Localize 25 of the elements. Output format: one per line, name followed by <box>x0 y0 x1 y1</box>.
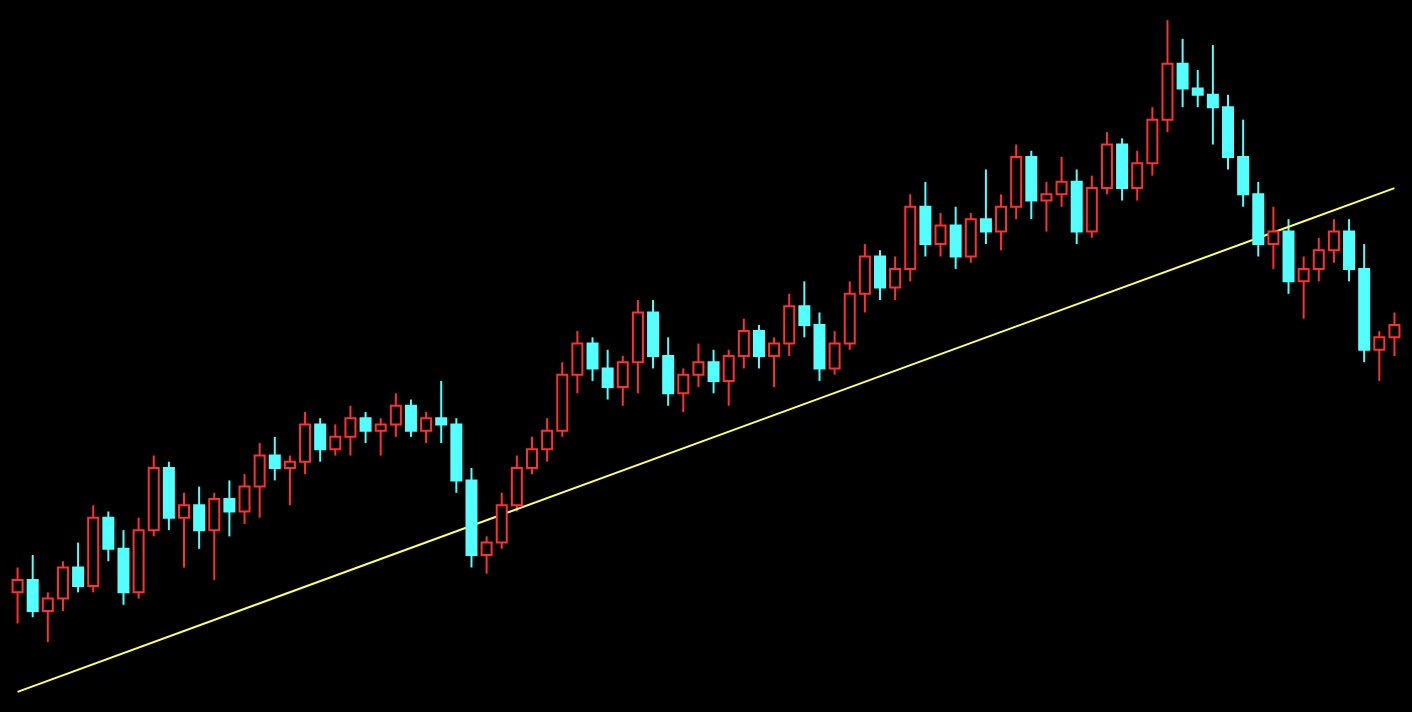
candlestick <box>208 491 221 581</box>
candlestick <box>1116 137 1129 202</box>
candlestick <box>934 211 947 258</box>
candlestick <box>72 541 85 594</box>
candlestick <box>404 398 417 438</box>
candlestick <box>752 323 765 370</box>
candlestick <box>949 205 962 270</box>
candlestick <box>193 485 206 550</box>
candlestick <box>1055 155 1068 208</box>
candlestick <box>919 180 932 258</box>
candlestick <box>420 410 433 445</box>
candlestick <box>314 417 327 463</box>
candlestick <box>11 566 24 625</box>
candlestick <box>178 491 190 569</box>
candlestick <box>979 168 992 246</box>
candlestick <box>707 348 720 395</box>
candlestick <box>223 479 236 538</box>
candlestick <box>964 211 977 264</box>
candlestick <box>874 249 886 302</box>
candlestick <box>1040 180 1053 233</box>
candlestick <box>1025 149 1038 221</box>
candlestick <box>26 554 39 619</box>
candlestick <box>1267 205 1280 270</box>
candlestick <box>359 410 372 445</box>
candlestick <box>268 435 281 482</box>
